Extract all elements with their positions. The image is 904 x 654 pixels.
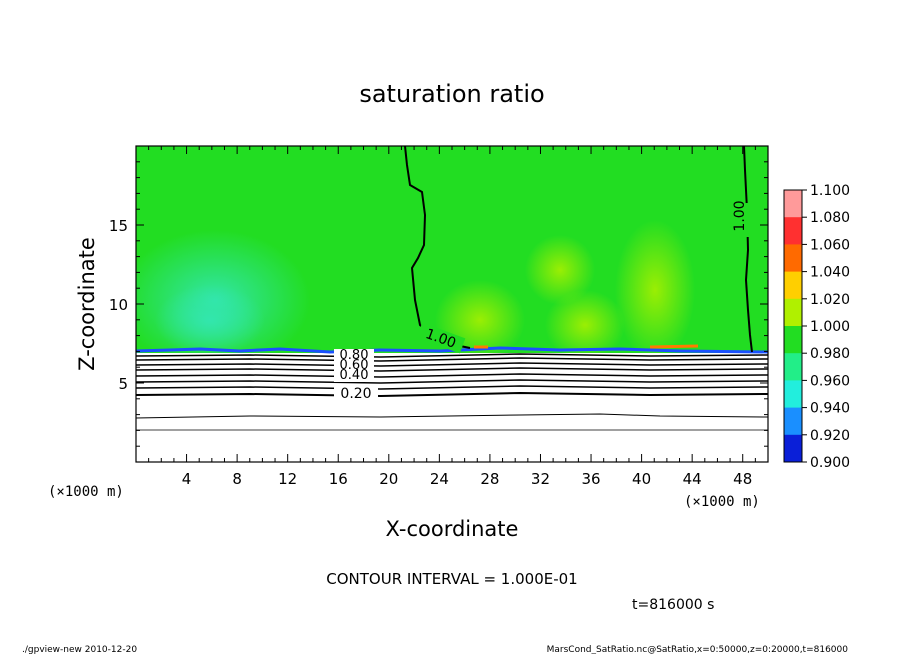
colorbar-swatch [784, 271, 802, 300]
colorbar-swatch [784, 434, 802, 463]
x-tick-label: 8 [232, 470, 242, 488]
colorbar-swatch [784, 217, 802, 245]
contour-line-0.10 [136, 413, 768, 419]
x-tick-label: 44 [683, 470, 702, 488]
contour-line-0.90 [136, 353, 768, 358]
x-tick-label: 4 [182, 470, 192, 488]
contour-line-0.20 [136, 391, 768, 398]
x-tick-label: 20 [379, 470, 398, 488]
colorbar-label: 0.900 [810, 455, 850, 471]
contour-line-0.30 [136, 385, 768, 390]
contour-line-1.00-right [743, 146, 753, 353]
footer-left: ./gpview-new 2010-12-20 [22, 645, 137, 654]
chart-title: saturation ratio [359, 80, 544, 108]
contour-label: 0.60 [340, 358, 369, 373]
colorbar-swatch [784, 353, 802, 381]
colorbar-swatch [784, 326, 802, 354]
contour-interval-text: CONTOUR INTERVAL = 1.000E-01 [326, 570, 577, 588]
subsaturated-field [136, 353, 768, 462]
colorbar-label: 0.920 [810, 428, 850, 444]
contour-label: 0.80 [340, 348, 369, 363]
y-axis-ticks: 5 10 15 [109, 161, 768, 447]
contour-label: 0.40 [340, 368, 369, 383]
contour-label: 0.20 [340, 386, 371, 402]
x-tick-label: 32 [531, 470, 550, 488]
x-tick-label: 48 [733, 470, 752, 488]
colorbar-label: 1.080 [810, 210, 850, 226]
colorbar-label: 0.940 [810, 401, 850, 417]
y-tick-label: 10 [109, 296, 128, 314]
colorbar-label: 1.060 [810, 237, 850, 253]
x-tick-label: 24 [430, 470, 449, 488]
yellow-region-36 [545, 290, 625, 360]
x-tick-label: 36 [581, 470, 600, 488]
colorbar-swatch [784, 407, 802, 436]
x-unit-label-left: (×1000 m) [48, 484, 124, 500]
colorbar-swatch [784, 244, 802, 273]
contour-label: 1.00 [732, 200, 748, 231]
y-axis-label: Z-coordinate [75, 237, 99, 371]
colorbar-swatch [784, 380, 802, 409]
x-tick-label: 16 [329, 470, 348, 488]
x-tick-label: 28 [480, 470, 499, 488]
y-tick-label: 5 [118, 375, 128, 393]
contour-line-0.40 [136, 379, 768, 384]
colorbar-label: 0.960 [810, 373, 850, 389]
contour-line-0.50 [136, 373, 768, 378]
time-text: t=816000 s [632, 597, 714, 613]
yellow-region-46 [525, 235, 595, 305]
plot-area: 1.00 1.00 0.80 0.60 0.40 0.20 [136, 146, 768, 462]
colorbar-label: 0.980 [810, 346, 850, 362]
x-tick-label: 12 [278, 470, 297, 488]
footer-right: MarsCond_SatRatio.nc@SatRatio,x=0:50000,… [547, 645, 849, 654]
y-tick-label: 15 [109, 217, 128, 235]
contour-line-0.60 [136, 367, 768, 372]
contour-line-0.80 [136, 357, 768, 362]
colorbar-label: 1.040 [810, 265, 850, 281]
boundary-blue-band [136, 346, 768, 354]
colorbar-label: 1.020 [810, 292, 850, 308]
colorbar-swatch [784, 190, 802, 218]
orange-spot-42 [649, 344, 699, 349]
x-axis-ticks: 4 8 12 16 20 24 28 32 36 40 44 48 [148, 146, 756, 488]
colorbar: 1.100 1.080 1.060 1.040 1.020 1.000 0.980 0.960… [783, 183, 850, 471]
contour-line-0.70 [136, 362, 768, 367]
x-tick-label: 40 [632, 470, 651, 488]
colorbar-swatch [784, 298, 802, 327]
yellow-region-41 [615, 220, 695, 360]
x-unit-label-right: (×1000 m) [684, 494, 760, 510]
cyan-region-left-core [155, 285, 265, 355]
colorbar-label: 1.100 [810, 183, 850, 199]
colorbar-label: 1.000 [810, 319, 850, 335]
x-axis-label: X-coordinate [386, 517, 519, 541]
